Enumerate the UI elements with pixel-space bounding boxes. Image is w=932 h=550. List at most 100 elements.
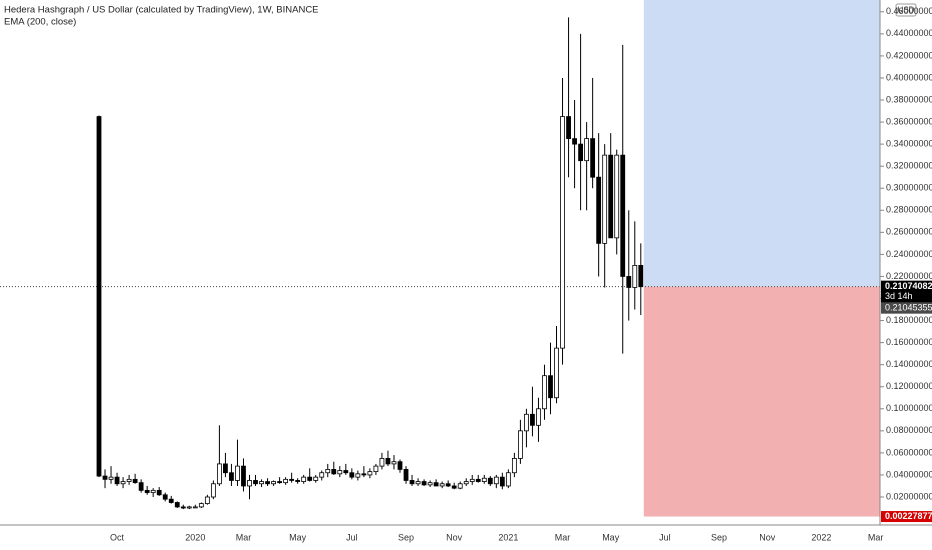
y-tick-label: 0.34000000 bbox=[886, 138, 932, 148]
y-tick-label: 0.04000000 bbox=[886, 469, 932, 479]
candle-body bbox=[108, 476, 114, 480]
candle-body bbox=[283, 478, 289, 484]
candle-body bbox=[114, 476, 120, 485]
countdown-label: 3d 14h bbox=[885, 291, 913, 301]
candle-body bbox=[548, 375, 553, 399]
x-tick-label: 2022 bbox=[811, 532, 831, 542]
candle-body bbox=[367, 471, 373, 476]
candle-body bbox=[602, 154, 608, 244]
candle-body bbox=[614, 154, 620, 239]
y-tick-label: 0.18000000 bbox=[886, 315, 932, 325]
ema-price-label: 0.21045355 bbox=[885, 303, 932, 313]
candle-body bbox=[223, 463, 228, 474]
candle-body bbox=[204, 496, 210, 505]
indicator-label: EMA (200, close) bbox=[4, 17, 76, 28]
candle-body bbox=[518, 430, 523, 459]
y-tick-label: 0.12000000 bbox=[886, 381, 932, 391]
candle-body bbox=[632, 265, 638, 288]
candle-body bbox=[102, 475, 108, 480]
x-tick-label: Mar bbox=[868, 532, 884, 542]
y-tick-label: 0.46000000 bbox=[886, 6, 932, 16]
candle-body bbox=[469, 478, 475, 482]
candle-body bbox=[524, 413, 529, 432]
last-price-label: 0.21074082 bbox=[885, 281, 932, 291]
candle-body bbox=[451, 485, 457, 489]
candle-body bbox=[355, 473, 361, 478]
candle-body bbox=[397, 461, 403, 470]
candle-body bbox=[289, 478, 295, 481]
stop-price-box bbox=[881, 511, 932, 523]
x-tick-label: May bbox=[289, 532, 307, 542]
x-tick-label: Mar bbox=[555, 532, 571, 542]
candle-body bbox=[186, 506, 192, 509]
y-tick-label: 0.22000000 bbox=[886, 271, 932, 281]
candle-body bbox=[180, 506, 186, 509]
candle-body bbox=[530, 413, 535, 426]
candle-body bbox=[433, 482, 439, 487]
position-loss-zone bbox=[643, 286, 880, 517]
candle-body bbox=[505, 472, 511, 487]
candle-body bbox=[361, 473, 367, 476]
y-tick-label: 0.10000000 bbox=[886, 403, 932, 413]
y-tick-label: 0.14000000 bbox=[886, 359, 932, 369]
candle-body bbox=[150, 489, 156, 493]
candle-body bbox=[253, 480, 258, 485]
currency-label: USD bbox=[898, 6, 915, 15]
candle-body bbox=[566, 116, 571, 140]
candle-body bbox=[337, 470, 343, 475]
chart-title: Hedera Hashgraph / US Dollar (calculated… bbox=[4, 5, 319, 16]
x-tick-label: Jul bbox=[346, 532, 358, 542]
candle-body bbox=[379, 457, 385, 467]
x-tick-label: Oct bbox=[110, 532, 125, 542]
candle-body bbox=[403, 469, 409, 481]
x-tick-label: Nov bbox=[759, 532, 776, 542]
x-tick-label: Sep bbox=[711, 532, 727, 542]
candle-body bbox=[481, 477, 487, 482]
candle-body bbox=[445, 483, 451, 487]
candle-body bbox=[626, 276, 632, 288]
candle-body bbox=[373, 465, 379, 473]
candle-body bbox=[96, 116, 102, 477]
y-tick-label: 0.36000000 bbox=[886, 116, 932, 126]
candle-body bbox=[596, 176, 602, 244]
candle-body bbox=[439, 483, 445, 487]
candle-body bbox=[271, 481, 276, 485]
candle-body bbox=[210, 483, 216, 498]
candle-body bbox=[560, 116, 565, 349]
candle-body bbox=[493, 476, 499, 485]
candle-body bbox=[590, 138, 596, 178]
candle-body bbox=[487, 477, 493, 485]
candle-body bbox=[156, 489, 162, 496]
candle-body bbox=[126, 478, 132, 482]
candle-body bbox=[427, 482, 433, 486]
candle-body bbox=[578, 143, 583, 162]
candle-body bbox=[144, 489, 150, 493]
y-tick-label: 0.02000000 bbox=[886, 491, 932, 501]
candle-body bbox=[331, 469, 337, 475]
currency-badge[interactable] bbox=[895, 3, 917, 17]
x-tick-label: May bbox=[602, 532, 620, 542]
candle-body bbox=[265, 481, 270, 485]
candle-body bbox=[421, 481, 427, 486]
y-tick-label: 0.42000000 bbox=[886, 50, 932, 60]
candle-body bbox=[349, 472, 355, 478]
candle-body bbox=[415, 481, 421, 485]
candle-body bbox=[295, 480, 301, 482]
candle-body bbox=[138, 482, 144, 491]
x-tick-label: 2020 bbox=[185, 532, 205, 542]
ema-price-box bbox=[881, 302, 932, 314]
candle-body bbox=[499, 476, 505, 487]
x-tick-label: Sep bbox=[398, 532, 414, 542]
y-tick-label: 0.28000000 bbox=[886, 205, 932, 215]
last-price-box bbox=[881, 280, 932, 303]
position-profit-zone bbox=[643, 0, 880, 287]
candle-body bbox=[554, 347, 559, 399]
y-tick-label: 0.32000000 bbox=[886, 161, 932, 171]
plot-area bbox=[0, 0, 880, 517]
candle-body bbox=[463, 481, 469, 485]
y-tick-label: 0.06000000 bbox=[886, 447, 932, 457]
candle-body bbox=[584, 138, 590, 162]
y-tick-label: 0.16000000 bbox=[886, 337, 932, 347]
candle-body bbox=[638, 265, 644, 288]
